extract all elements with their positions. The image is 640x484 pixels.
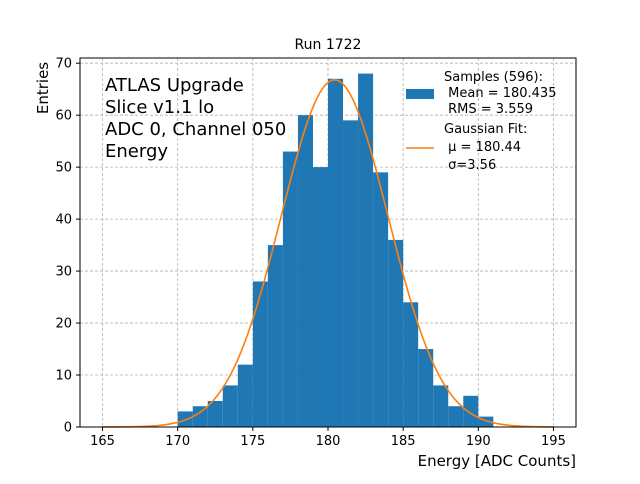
legend-mu-label: μ = 180.44 (444, 140, 521, 155)
histogram-bar (267, 245, 283, 427)
annotation-line-3: ADC 0, Channel 050 (105, 119, 286, 140)
x-axis-ticks: 165 170 175 180 185 190 195 (90, 427, 566, 449)
y-tick-label: 30 (55, 265, 72, 280)
histogram-bar (343, 120, 359, 427)
annotation-box: ATLAS Upgrade Slice v1.1 lo ADC 0, Chann… (105, 75, 286, 162)
legend-mean-label: Mean = 180.435 (444, 86, 556, 101)
legend-fit-label: Gaussian Fit: (444, 122, 527, 137)
y-axis-ticks: 0 10 20 30 40 50 60 70 (55, 57, 80, 436)
histogram-bar (207, 401, 223, 427)
histogram-bars (177, 73, 494, 428)
histogram-bar (328, 78, 344, 428)
x-tick-label: 175 (240, 434, 265, 449)
legend-histogram-patch (406, 89, 434, 99)
y-tick-label: 0 (64, 421, 72, 436)
histogram-bar (192, 406, 208, 427)
histogram-bar (237, 364, 253, 427)
x-tick-label: 165 (90, 434, 115, 449)
y-tick-label: 20 (55, 317, 72, 332)
annotation-line-2: Slice v1.1 lo (105, 97, 214, 118)
histogram-bar (403, 302, 419, 427)
histogram-bar (252, 281, 268, 427)
histogram-bar (222, 385, 238, 427)
y-tick-label: 60 (55, 109, 72, 124)
histogram-bar (297, 115, 313, 428)
annotation-line-1: ATLAS Upgrade (105, 75, 244, 96)
x-tick-label: 190 (466, 434, 491, 449)
legend-rms-label: RMS = 3.559 (444, 102, 533, 117)
histogram-bar (478, 416, 494, 427)
chart-title: Run 1722 (295, 37, 362, 53)
fit-layer (102, 79, 554, 428)
histogram-bar (282, 151, 298, 427)
annotation-line-4: Energy (105, 141, 168, 162)
y-tick-label: 70 (55, 57, 72, 72)
histogram-bar (312, 167, 328, 427)
gaussian-fit-curve (102, 79, 554, 428)
histogram-bar (373, 172, 389, 427)
y-tick-label: 40 (55, 213, 72, 228)
y-tick-label: 10 (55, 369, 72, 384)
histogram-bar (463, 395, 479, 427)
histogram-bar (433, 385, 449, 427)
x-axis-label: Energy [ADC Counts] (418, 452, 576, 470)
x-tick-label: 195 (541, 434, 566, 449)
histogram-bar (418, 349, 434, 427)
x-tick-label: 170 (165, 434, 190, 449)
legend-sigma-label: σ=3.56 (444, 158, 496, 173)
x-tick-label: 185 (391, 434, 416, 449)
histogram-bar (358, 73, 374, 427)
legend: Samples (596): Mean = 180.435 RMS = 3.55… (406, 70, 556, 173)
histogram-bar (388, 239, 404, 427)
histogram-bar (448, 406, 464, 427)
y-axis-label: Entries (34, 62, 52, 114)
y-tick-label: 50 (55, 161, 72, 176)
x-tick-label: 180 (316, 434, 341, 449)
legend-samples-label: Samples (596): (444, 70, 543, 85)
